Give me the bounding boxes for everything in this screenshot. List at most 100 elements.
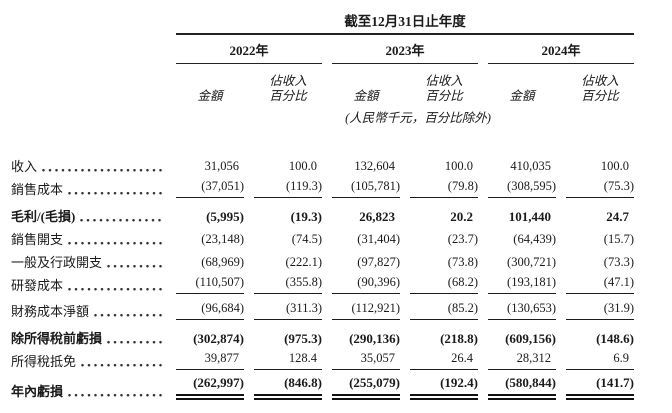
amount-cell-2022: (23,148) <box>201 232 244 246</box>
table-row-selling-expenses: 銷售開支 (23,148) (74.5) (31,404) (23.7) (64,439)… <box>11 225 661 248</box>
dot-leader <box>68 191 164 195</box>
pct-header-line2-2022: 百分比 <box>269 89 307 103</box>
pct-cell-2024: (73.3) <box>603 255 634 269</box>
subheader-line2: 金額 百分比 <box>332 89 478 104</box>
year-group-2024: 2024年 <box>488 43 634 64</box>
amount-cell-2022: (5,995) <box>206 209 244 224</box>
subheader-line1: 佔收入 <box>176 74 322 89</box>
amount-cell-2024: (193,181) <box>488 274 556 294</box>
amount-cell-2024: (609,156) <box>505 331 556 346</box>
pct-cell-2024: (31.9) <box>566 300 634 320</box>
pct-cell-2023: 20.2 <box>450 209 473 224</box>
pct-cell-2022: (119.3) <box>254 178 322 198</box>
pct-cell-2023: (192.4) <box>410 374 478 400</box>
amount-cell-2023: (290,136) <box>349 331 400 346</box>
row-label-net-finance-costs: 財務成本淨額 <box>11 301 166 320</box>
row-label-income-tax-credit: 所得稅抵免 <box>11 351 166 370</box>
amount-cell-2024: (580,844) <box>488 374 556 400</box>
row-label-text: 財務成本淨額 <box>11 304 90 319</box>
dot-leader <box>42 168 164 172</box>
amount-header-2022: 金額 <box>197 89 223 103</box>
subheader-line1: 佔收入 <box>488 74 634 89</box>
amount-cell-2024: (64,439) <box>513 232 556 246</box>
subheader-group-2022: 佔收入金額 百分比 <box>176 74 322 104</box>
amount-header-2024: 金額 <box>509 89 535 103</box>
subheader-line2: 金額 百分比 <box>176 89 322 104</box>
pct-cell-2023: (79.8) <box>410 178 478 198</box>
table-body: 收入 31,056 100.0 132,604 100.0 410,035 100.0 銷售成… <box>11 152 661 400</box>
amount-header-2023: 金額 <box>353 89 379 103</box>
row-label-text: 年內虧損 <box>11 384 64 399</box>
pct-header-line1-2022: 佔收入 <box>269 74 307 88</box>
pct-header-line1-2024: 佔收入 <box>581 74 619 88</box>
row-label-revenue: 收入 <box>11 156 166 175</box>
table-row-rd-costs: 研發成本 (110,507) (355.8) (90,396) (68.2) (193,1… <box>11 271 661 294</box>
financial-table: 截至12月31日止年度 2022年 2023年 2024年 佔收入 金額 百分比 佔收入金… <box>11 14 661 400</box>
year-header-row: 2022年 2023年 2024年 <box>176 43 634 64</box>
pct-cell-2022: (74.5) <box>291 232 322 246</box>
row-label-text: 一般及行政開支 <box>11 255 103 270</box>
row-label-loss-for-the-year: 年內虧損 <box>11 381 166 400</box>
pct-cell-2023: 26.4 <box>410 350 478 370</box>
row-label-text: 除所得稅前虧損 <box>11 331 103 346</box>
amount-cell-2023: 26,823 <box>359 209 395 224</box>
row-label-text: 銷售開支 <box>11 232 64 247</box>
amount-cell-2023: (31,404) <box>357 232 400 246</box>
subheader-group-2023: 佔收入 金額 百分比 <box>332 74 478 104</box>
year-group-2022: 2022年 <box>176 43 322 64</box>
table-row-revenue: 收入 31,056 100.0 132,604 100.0 410,035 100.0 <box>11 152 661 175</box>
subheader-line1: 佔收入 <box>332 74 478 89</box>
pct-cell-2023: (68.2) <box>410 274 478 294</box>
pct-cell-2023: (85.2) <box>410 300 478 320</box>
pct-cell-2024: (148.6) <box>596 331 634 346</box>
pct-cell-2024: 24.7 <box>606 209 629 224</box>
subheader-spacer-2023 <box>332 74 400 89</box>
pct-cell-2024: (47.1) <box>566 274 634 294</box>
amount-cell-2024: (300,721) <box>507 255 556 269</box>
amount-cell-2022: (302,874) <box>193 331 244 346</box>
pct-cell-2022: (846.8) <box>254 374 322 400</box>
dot-leader <box>81 363 164 367</box>
pct-cell-2022: 128.4 <box>254 350 322 370</box>
pct-cell-2022: (975.3) <box>284 331 322 346</box>
amount-cell-2023: (97,827) <box>357 255 400 269</box>
table-row-loss-for-the-year: 年內虧損 (262,997) (846.8) (255,079) (192.4) (580… <box>11 373 661 400</box>
dot-leader <box>68 241 164 245</box>
year-group-2023: 2023年 <box>332 43 478 64</box>
pct-cell-2022: (222.1) <box>285 255 322 269</box>
pct-cell-2024: (15.7) <box>603 232 634 246</box>
amount-cell-2024: 410,035 <box>510 159 551 173</box>
subheader-line2: 金額 百分比 <box>488 89 634 104</box>
row-label-cost-of-sales: 銷售成本 <box>11 179 166 198</box>
subheader-group-2024: 佔收入 金額 百分比 <box>488 74 634 104</box>
pct-cell-2024: 6.9 <box>566 350 634 370</box>
dot-leader <box>80 218 164 222</box>
table-row-net-finance-costs: 財務成本淨額 (96,684) (311.3) (112,921) (85.2) (130… <box>11 297 661 320</box>
amount-cell-2023: 132,604 <box>354 159 395 173</box>
row-label-text: 收入 <box>11 159 38 174</box>
row-label-text: 研發成本 <box>11 278 64 293</box>
amount-cell-2024: (130,653) <box>488 300 556 320</box>
pct-header-line1-2023: 佔收入 <box>425 74 463 88</box>
pct-cell-2022: (19.3) <box>290 209 322 224</box>
dot-leader <box>68 393 164 397</box>
currency-note: (人民幣千元，百分比除外) <box>345 111 491 125</box>
table-row-gross-profit-loss: 毛利/(毛損) (5,995) (19.3) 26,823 20.2 101,440 24.… <box>11 201 661 225</box>
amount-cell-2022: (96,684) <box>176 300 244 320</box>
amount-cell-2022: (110,507) <box>176 274 244 294</box>
table-row-loss-before-income-tax: 除所得稅前虧損 (302,874) (975.3) (290,136) (218.8) (… <box>11 323 661 347</box>
dot-leader <box>94 313 164 317</box>
pct-cell-2022: (311.3) <box>254 300 322 320</box>
pct-cell-2024: 100.0 <box>600 159 629 173</box>
pct-cell-2024: (141.7) <box>566 374 634 400</box>
pct-cell-2023: (23.7) <box>447 232 478 246</box>
table-row-general-admin-expenses: 一般及行政開支 (68,969) (222.1) (97,827) (73.8) (300… <box>11 248 661 271</box>
amount-cell-2023: (112,921) <box>332 300 400 320</box>
amount-cell-2022: (68,969) <box>201 255 244 269</box>
amount-cell-2022: 39,877 <box>176 350 244 370</box>
row-label-loss-before-income-tax: 除所得稅前虧損 <box>11 328 166 347</box>
amount-cell-2022: 31,056 <box>204 159 239 173</box>
pct-cell-2023: (218.8) <box>440 331 478 346</box>
amount-cell-2024: 28,312 <box>488 350 556 370</box>
